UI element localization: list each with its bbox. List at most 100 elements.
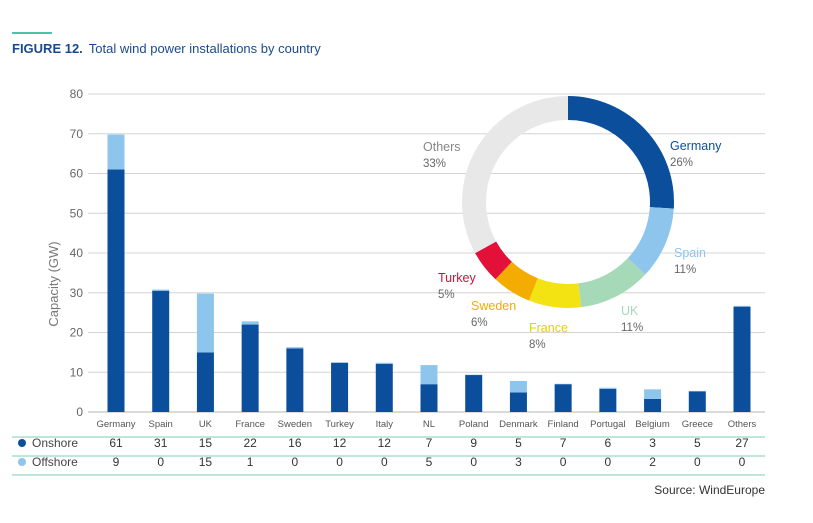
bar-offshore — [286, 347, 304, 349]
table-cell-value: 5 — [515, 436, 522, 450]
donut-slice — [475, 241, 512, 280]
bar-onshore — [509, 392, 527, 412]
legend-marker — [18, 439, 26, 447]
bar-onshore — [152, 290, 170, 412]
figure-title-text: Total wind power installations by countr… — [88, 41, 321, 56]
x-tick-label: NL — [423, 419, 435, 430]
y-tick-label: 20 — [70, 326, 84, 340]
y-axis-label: Capacity (GW) — [46, 241, 61, 326]
bar-offshore — [644, 389, 662, 399]
y-tick-label: 70 — [70, 127, 84, 141]
donut-percent: 6% — [471, 317, 488, 329]
bar-onshore — [331, 362, 349, 412]
table-cell-value: 22 — [243, 436, 257, 450]
y-tick-label: 10 — [70, 365, 84, 379]
bar-onshore — [107, 169, 125, 412]
table-cell-value: 15 — [199, 436, 213, 450]
table-cell-value: 0 — [292, 455, 299, 469]
y-tick-label: 0 — [76, 405, 83, 419]
bar-onshore — [420, 384, 438, 412]
table-cell-value: 3 — [649, 436, 656, 450]
table-cell-value: 12 — [378, 436, 392, 450]
bar-onshore — [196, 352, 214, 412]
donut-label: Sweden — [471, 299, 516, 313]
bar-onshore — [375, 363, 393, 412]
table-cell-value: 9 — [470, 436, 477, 450]
table-cell-value: 0 — [336, 455, 343, 469]
bar-offshore — [241, 321, 259, 325]
x-tick-label: Portugal — [590, 419, 625, 430]
bar-offshore — [509, 380, 527, 393]
bar-offshore — [107, 134, 125, 170]
table-cell-value: 7 — [426, 436, 433, 450]
table-cell-value: 0 — [381, 455, 388, 469]
bar-offshore — [375, 362, 393, 364]
table-cell-value: 2 — [649, 455, 656, 469]
bar-onshore — [688, 391, 706, 412]
x-tick-label: Finland — [548, 419, 579, 430]
figure-number: FIGURE 12. — [12, 41, 83, 56]
donut-slice — [568, 96, 674, 209]
table-cell-value: 9 — [113, 455, 120, 469]
donut-percent: 33% — [423, 158, 446, 170]
bar-onshore — [241, 324, 259, 412]
table-cell-value: 16 — [288, 436, 302, 450]
table-cell-value: 7 — [560, 436, 567, 450]
y-tick-label: 80 — [70, 87, 84, 101]
donut-label: UK — [621, 304, 639, 318]
donut-percent: 11% — [621, 322, 643, 334]
table-cell-value: 61 — [109, 436, 123, 450]
bar-onshore — [554, 384, 572, 412]
x-tick-label: France — [235, 419, 265, 430]
table-cell-value: 6 — [605, 436, 612, 450]
bar-onshore — [286, 348, 304, 412]
table-cell-value: 0 — [694, 455, 701, 469]
bar-offshore — [152, 289, 170, 291]
donut-label: Germany — [670, 139, 722, 153]
bar-offshore — [420, 365, 438, 385]
y-tick-label: 50 — [70, 206, 84, 220]
table-cell-value: 0 — [605, 455, 612, 469]
x-tick-label: Germany — [96, 419, 135, 430]
y-tick-label: 30 — [70, 286, 84, 300]
title-accent-rule — [12, 32, 52, 34]
legend-marker — [18, 458, 26, 466]
table-cell-value: 0 — [157, 455, 164, 469]
x-tick-label: Denmark — [499, 419, 538, 430]
legend-label: Offshore — [32, 455, 78, 469]
table-cell-value: 12 — [333, 436, 347, 450]
bar-onshore — [644, 398, 662, 412]
donut-label: Others — [423, 140, 461, 154]
x-tick-label: UK — [199, 419, 213, 430]
table-cell-value: 0 — [470, 455, 477, 469]
bar-offshore — [733, 305, 751, 307]
table-cell-value: 5 — [426, 455, 433, 469]
table-cell-value: 0 — [560, 455, 567, 469]
bar-onshore — [733, 306, 751, 412]
y-tick-label: 40 — [70, 246, 84, 260]
table-cell-value: 0 — [739, 455, 746, 469]
x-tick-label: Greece — [682, 419, 713, 430]
donut-label: Spain — [674, 246, 706, 260]
x-tick-label: Turkey — [325, 419, 354, 430]
table-cell-value: 5 — [694, 436, 701, 450]
x-tick-label: Spain — [149, 419, 173, 430]
donut-label: Turkey — [438, 271, 476, 285]
donut-slice — [495, 261, 538, 301]
bar-onshore — [465, 375, 483, 412]
x-tick-label: Poland — [459, 419, 489, 430]
legend-label: Onshore — [32, 436, 78, 450]
table-cell-value: 3 — [515, 455, 522, 469]
table-cell-value: 15 — [199, 455, 213, 469]
table-cell-value: 31 — [154, 436, 168, 450]
donut-percent: 26% — [670, 157, 693, 169]
x-tick-label: Italy — [376, 419, 394, 430]
donut-slice — [627, 207, 674, 275]
table-cell-value: 1 — [247, 455, 254, 469]
bar-onshore — [599, 388, 617, 412]
x-tick-label: Others — [728, 419, 757, 430]
donut-percent: 5% — [438, 289, 455, 301]
donut-percent: 8% — [529, 339, 546, 351]
bar-offshore — [599, 387, 617, 389]
